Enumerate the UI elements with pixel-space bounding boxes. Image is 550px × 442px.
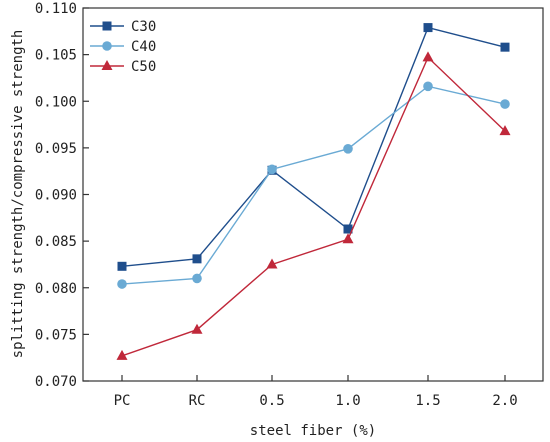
legend-label: C40	[131, 39, 156, 55]
data-point-c40	[267, 164, 277, 175]
data-point-c30	[500, 42, 510, 52]
series-c30	[117, 23, 510, 271]
legend-item-c30: C30	[90, 19, 156, 35]
y-axis: 0.070 0.075 0.080 0.085 0.090 0.095 0.100 0.105…	[35, 1, 89, 390]
y-tick-label: 0.080	[35, 281, 77, 297]
data-point-c30	[343, 224, 353, 234]
data-point-c50	[116, 349, 128, 360]
y-tick-label: 0.085	[35, 234, 77, 250]
legend-label: C50	[131, 59, 156, 75]
y-tick-label: 0.095	[35, 141, 77, 157]
data-point-c30	[423, 23, 433, 33]
legend: C30 C40 C50	[90, 19, 156, 75]
y-tick-label: 0.100	[35, 94, 77, 110]
data-point-c40	[500, 99, 510, 109]
x-tick-label: 2.0	[492, 393, 517, 409]
series-line-c50	[121, 56, 506, 357]
legend-item-c50: C50	[90, 59, 156, 75]
series-c40	[117, 81, 510, 289]
legend-marker	[102, 21, 112, 31]
data-point-c50	[422, 51, 434, 62]
legend-item-c40: C40	[90, 39, 156, 55]
data-point-c40	[117, 279, 127, 289]
series-line-c40	[121, 85, 506, 285]
data-point-c40	[343, 144, 353, 154]
data-point-c40	[423, 81, 433, 92]
x-tick-label: PC	[114, 393, 131, 409]
data-point-c30	[192, 254, 202, 264]
y-tick-label: 0.090	[35, 188, 77, 204]
data-point-c50	[191, 323, 203, 334]
data-point-c40	[192, 273, 202, 284]
series-c50	[116, 51, 511, 360]
legend-label: C30	[131, 19, 156, 35]
data-point-c50	[342, 233, 354, 244]
x-axis: PC RC 0.5 1.0 1.5 2.0	[114, 375, 518, 409]
series-line-c30	[121, 26, 506, 267]
y-axis-title: splitting strength/compressive strength	[10, 30, 26, 359]
data-point-c50	[266, 258, 278, 269]
x-tick-label: 1.0	[335, 393, 360, 409]
x-tick-label: 1.5	[415, 393, 440, 409]
x-tick-label: RC	[189, 393, 206, 409]
y-tick-label: 0.105	[35, 48, 77, 64]
legend-marker	[102, 41, 112, 51]
y-tick-label: 0.075	[35, 327, 77, 343]
data-point-c50	[499, 125, 511, 136]
data-point-c30	[117, 261, 127, 271]
legend-marker	[101, 60, 113, 70]
y-tick-label: 0.070	[35, 374, 77, 390]
x-tick-label: 0.5	[259, 393, 284, 409]
y-tick-label: 0.110	[35, 1, 77, 17]
series-layer	[116, 23, 511, 360]
x-axis-title: steel fiber (%)	[250, 423, 376, 439]
